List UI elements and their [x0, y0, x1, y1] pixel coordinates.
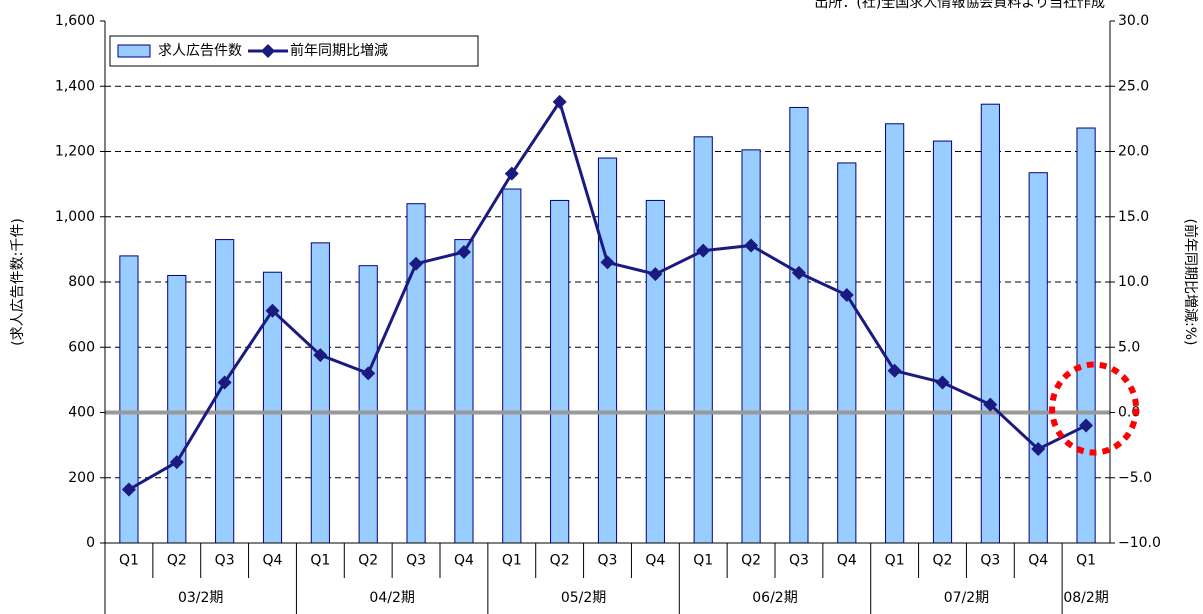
- bar: [454, 239, 474, 544]
- x-tick-label: Q1: [1076, 553, 1096, 569]
- legend-label: 求人広告件数: [158, 43, 242, 59]
- line-marker: [600, 255, 615, 270]
- legend-swatch: [117, 44, 151, 58]
- legend-label: 前年同期比増減: [290, 42, 388, 59]
- bar: [1076, 127, 1096, 544]
- y-tick-label: 1,400: [55, 78, 95, 94]
- group-label: 07/2期: [944, 590, 989, 606]
- bar: [789, 106, 809, 544]
- group-label: 05/2期: [561, 590, 606, 606]
- line-marker: [839, 288, 854, 303]
- group-label: 03/2期: [178, 590, 223, 606]
- x-tick-label: Q3: [598, 553, 618, 569]
- x-tick-label: Q3: [406, 553, 426, 569]
- x-tick-label: Q1: [502, 553, 522, 569]
- x-tick-label: Q3: [789, 553, 809, 569]
- line-marker: [983, 397, 998, 412]
- bar: [1028, 172, 1048, 544]
- bar: [837, 162, 857, 544]
- y2-tick-label: 20.0: [1118, 144, 1149, 160]
- x-tick-label: Q2: [167, 553, 187, 569]
- bar: [645, 199, 665, 544]
- bar: [550, 199, 570, 544]
- y2-tick-label: 0.0: [1118, 405, 1140, 421]
- x-tick-label: Q4: [263, 553, 283, 569]
- line-marker: [504, 166, 519, 181]
- y-tick-label: 1,600: [55, 13, 95, 29]
- bar: [741, 149, 761, 544]
- bar: [980, 103, 1000, 544]
- x-tick-label: Q2: [741, 553, 761, 569]
- bar: [502, 188, 522, 544]
- line-marker: [313, 348, 328, 363]
- y-tick-label: 800: [68, 274, 95, 290]
- y2-tick-label: 25.0: [1118, 78, 1149, 94]
- x-tick-label: Q4: [454, 553, 474, 569]
- y2-tick-label: 30.0: [1118, 13, 1149, 29]
- bar: [119, 255, 139, 544]
- line-marker: [935, 375, 950, 390]
- y2-tick-label: −10.0: [1118, 535, 1161, 551]
- line-marker: [744, 238, 759, 253]
- x-tick-label: Q1: [693, 553, 713, 569]
- bar: [167, 274, 187, 544]
- line-marker: [1079, 418, 1094, 433]
- x-tick-label: Q2: [933, 553, 953, 569]
- x-tick-label: Q2: [550, 553, 570, 569]
- x-tick-label: Q1: [885, 553, 905, 569]
- line-marker: [648, 267, 663, 282]
- y-tick-label: 400: [68, 405, 95, 421]
- highlight-circle: [1049, 361, 1140, 456]
- line-marker: [217, 375, 232, 390]
- y-tick-label: 600: [68, 339, 95, 355]
- line-marker: [361, 366, 376, 381]
- line-marker: [456, 244, 471, 259]
- y2-tick-label: 5.0: [1118, 339, 1140, 355]
- x-tick-label: Q1: [310, 553, 330, 569]
- line-marker: [169, 455, 184, 470]
- y2-tick-label: 15.0: [1118, 209, 1149, 225]
- x-tick-label: Q2: [358, 553, 378, 569]
- y-tick-label: 200: [68, 470, 95, 486]
- line-marker: [1031, 442, 1046, 457]
- y-tick-label: 1,200: [55, 144, 95, 160]
- x-tick-label: Q4: [645, 553, 665, 569]
- legend-box: [109, 35, 479, 67]
- line-marker: [265, 303, 280, 318]
- bar: [597, 157, 618, 544]
- group-label: 04/2期: [369, 590, 414, 606]
- line-marker: [552, 94, 567, 109]
- y-axis-label: (求人広告件数:千件): [10, 218, 26, 346]
- line-marker: [696, 243, 711, 258]
- group-label: 08/2期: [1063, 590, 1108, 606]
- bar: [932, 140, 953, 544]
- y2-tick-label: 10.0: [1118, 274, 1149, 290]
- y2-axis-label: (前年同期比増減:%): [1182, 219, 1199, 346]
- x-tick-label: Q3: [980, 553, 1000, 569]
- bar: [310, 242, 330, 544]
- group-label: 06/2期: [752, 590, 797, 606]
- line-marker: [791, 265, 806, 280]
- line-marker: [121, 482, 136, 497]
- line-marker: [409, 256, 424, 271]
- y2-tick-label: −5.0: [1118, 470, 1152, 486]
- x-tick-label: Q1: [119, 553, 139, 569]
- bar: [885, 123, 905, 544]
- y-tick-label: 1,000: [55, 209, 95, 225]
- bar: [358, 265, 378, 544]
- line-marker: [887, 363, 902, 378]
- legend-marker: [261, 44, 275, 58]
- y-tick-label: 0: [86, 535, 95, 551]
- bar: [406, 203, 426, 544]
- x-tick-label: Q4: [837, 553, 857, 569]
- source-note: 出所：(社)全国求人情報協会資料より当社作成: [814, 0, 1105, 11]
- x-tick-label: Q4: [1028, 553, 1048, 569]
- x-tick-label: Q3: [215, 553, 235, 569]
- bar: [693, 136, 713, 544]
